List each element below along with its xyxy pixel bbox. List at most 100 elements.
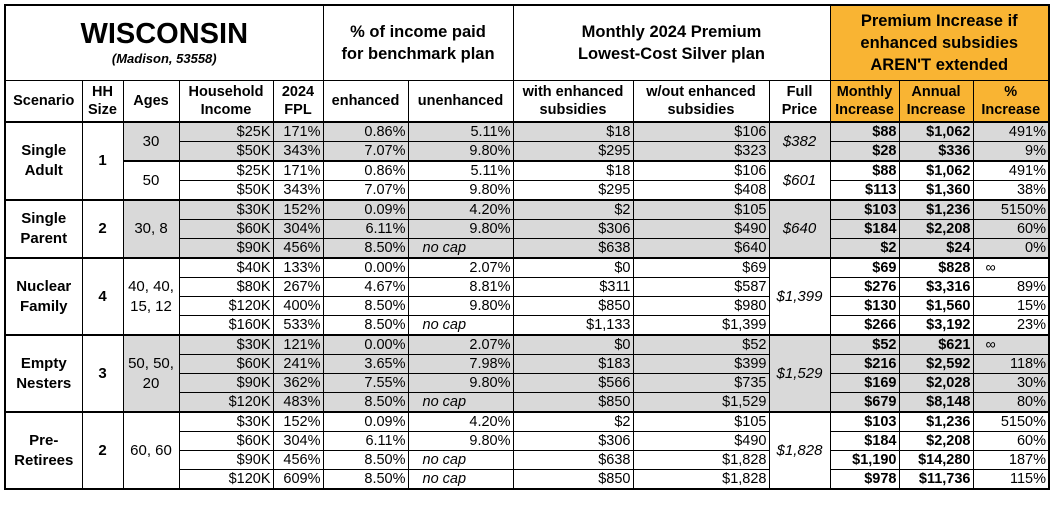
income-cell: $120K (178, 296, 274, 316)
income-cell: $90K (178, 373, 274, 393)
hh-size-cell: 3 (81, 334, 124, 413)
income-cell: $30K (178, 411, 274, 432)
pct-increase-cell: 15% (972, 296, 1050, 316)
monthly-increase-cell: $69 (829, 257, 900, 278)
annual-increase-cell: $2,592 (898, 354, 974, 374)
table-row: $120K 400% 8.50% 9.80% $850 $980 $130 $1,560 15% (5, 296, 1050, 316)
table-row: Nuclear Family 4 40, 40, 15, 12 $40K 133% 0.0… (4, 257, 1050, 336)
income-cell: $40K (178, 257, 274, 278)
income-cell: $25K (178, 160, 274, 181)
fpl-cell: 304% (272, 219, 324, 239)
ages-cell: 50 (122, 160, 180, 201)
pct-increase-cell: 187% (972, 450, 1050, 470)
pct-enhanced-cell: 8.50% (322, 315, 409, 336)
annual-increase-cell: $2,208 (898, 431, 974, 451)
pct-unenhanced-cell: 8.81% (407, 277, 514, 297)
pct-unenhanced-cell: 9.80% (407, 296, 514, 316)
pct-increase-cell: 5150% (972, 199, 1050, 220)
monthly-increase-cell: $28 (829, 141, 900, 162)
premium-with-enhanced-cell: $311 (512, 277, 634, 297)
premium-with-enhanced-cell: $850 (512, 296, 634, 316)
table-row: $120K 609% 8.50% no cap $850 $1,828 $978 $11,73… (5, 469, 1050, 490)
column-header-full-price: Full Price (768, 80, 831, 123)
monthly-increase-cell: $103 (829, 199, 900, 220)
pct-enhanced-cell: 8.50% (322, 450, 409, 470)
monthly-increase-cell: $88 (829, 121, 900, 142)
column-header-2024-fpl: 2024 FPL (272, 80, 324, 123)
premium-without-enhanced-cell: $735 (632, 373, 770, 393)
pct-enhanced-cell: 4.67% (322, 277, 409, 297)
table-row: Empty Nesters 3 50, 50, 20 $30K 121% 0.00% 2.0… (4, 334, 1050, 413)
table-row: $50K 343% 7.07% 9.80% $295 $408 $113 $1,360 38% (5, 180, 1050, 201)
annual-increase-cell: $8,148 (898, 392, 974, 413)
premium-without-enhanced-cell: $490 (632, 219, 770, 239)
pct-income-header: % of income paid for benchmark plan (322, 4, 514, 81)
premium-without-enhanced-cell: $69 (632, 257, 770, 278)
full-price-cell: $1,529 (768, 334, 831, 413)
pct-enhanced-cell: 3.65% (322, 354, 409, 374)
column-header-enhanced: enhanced (322, 80, 409, 123)
income-cell: $90K (178, 450, 274, 470)
fpl-cell: 456% (272, 238, 324, 259)
monthly-increase-cell: $679 (829, 392, 900, 413)
table-row: $60K 241% 3.65% 7.98% $183 $399 $216 $2,592 118% (5, 354, 1050, 374)
monthly-increase-cell: $52 (829, 334, 900, 355)
table-body: Single Adult 1 30 $25K 171% 0.86% 5.11% $18 $106… (4, 121, 1050, 490)
fpl-cell: 171% (272, 160, 324, 181)
column-header-unenhanced: unenhanced (407, 80, 514, 123)
pct-increase-cell: 9% (972, 141, 1050, 162)
table-row: $90K 456% 8.50% no cap $638 $1,828 $1,190 $14,2… (5, 450, 1050, 470)
pct-unenhanced-cell: 4.20% (407, 199, 514, 220)
title-cell: WISCONSIN (Madison, 53558) (4, 4, 324, 81)
fpl-cell: 121% (272, 334, 324, 355)
column-header-row: Scenario HH Size Ages Household Income 2024 … (4, 80, 1050, 123)
fpl-cell: 362% (272, 373, 324, 393)
pct-enhanced-cell: 0.00% (322, 257, 409, 278)
premium-without-enhanced-cell: $980 (632, 296, 770, 316)
pct-enhanced-cell: 7.07% (322, 141, 409, 162)
pct-enhanced-cell: 7.07% (322, 180, 409, 201)
pct-unenhanced-cell: no cap (407, 392, 514, 413)
premium-without-enhanced-cell: $52 (632, 334, 770, 355)
column-header-with-enhanced-subsidies: with enhanced subsidies (512, 80, 634, 123)
table-row: $160K 533% 8.50% no cap $1,133 $1,399 $266 $3,1… (5, 315, 1050, 336)
pct-unenhanced-cell: 5.11% (407, 160, 514, 181)
income-cell: $50K (178, 180, 274, 201)
premium-without-enhanced-cell: $1,828 (632, 450, 770, 470)
column-header-hh-size: HH Size (81, 80, 124, 123)
fpl-cell: 343% (272, 141, 324, 162)
column-header--increase: % Increase (972, 80, 1050, 123)
table-row: $90K 362% 7.55% 9.80% $566 $735 $169 $2,028 30% (5, 373, 1050, 393)
pct-increase-cell: 118% (972, 354, 1050, 374)
premium-with-enhanced-cell: $306 (512, 431, 634, 451)
pct-enhanced-cell: 8.50% (322, 296, 409, 316)
premium-without-enhanced-cell: $106 (632, 121, 770, 142)
pct-enhanced-cell: 8.50% (322, 238, 409, 259)
fpl-cell: 304% (272, 431, 324, 451)
pct-increase-cell: ∞ (972, 257, 1050, 278)
premium-with-enhanced-cell: $295 (512, 180, 634, 201)
premium-without-enhanced-cell: $587 (632, 277, 770, 297)
monthly-increase-cell: $184 (829, 431, 900, 451)
income-cell: $80K (178, 277, 274, 297)
pct-increase-cell: 38% (972, 180, 1050, 201)
location-subtitle: (Madison, 53558) (111, 51, 217, 66)
full-price-cell: $1,828 (768, 411, 831, 490)
premium-with-enhanced-cell: $1,133 (512, 315, 634, 336)
scenario-cell: Empty Nesters (4, 334, 83, 413)
premium-with-enhanced-cell: $183 (512, 354, 634, 374)
pct-unenhanced-cell: 9.80% (407, 180, 514, 201)
pct-increase-cell: 30% (972, 373, 1050, 393)
premium-with-enhanced-cell: $850 (512, 392, 634, 413)
scenario-cell: Nuclear Family (4, 257, 83, 336)
pct-unenhanced-cell: no cap (407, 469, 514, 490)
fpl-cell: 483% (272, 392, 324, 413)
pct-enhanced-cell: 0.09% (322, 411, 409, 432)
income-cell: $60K (178, 354, 274, 374)
table-row: $120K 483% 8.50% no cap $850 $1,529 $679 $8,148… (5, 392, 1050, 413)
annual-increase-cell: $24 (898, 238, 974, 259)
pct-increase-cell: 115% (972, 469, 1050, 490)
fpl-cell: 533% (272, 315, 324, 336)
premium-without-enhanced-cell: $105 (632, 411, 770, 432)
table-row: 50 $25K 171% 0.86% 5.11% $18 $106 $601 $88 $1,062… (5, 160, 1050, 201)
